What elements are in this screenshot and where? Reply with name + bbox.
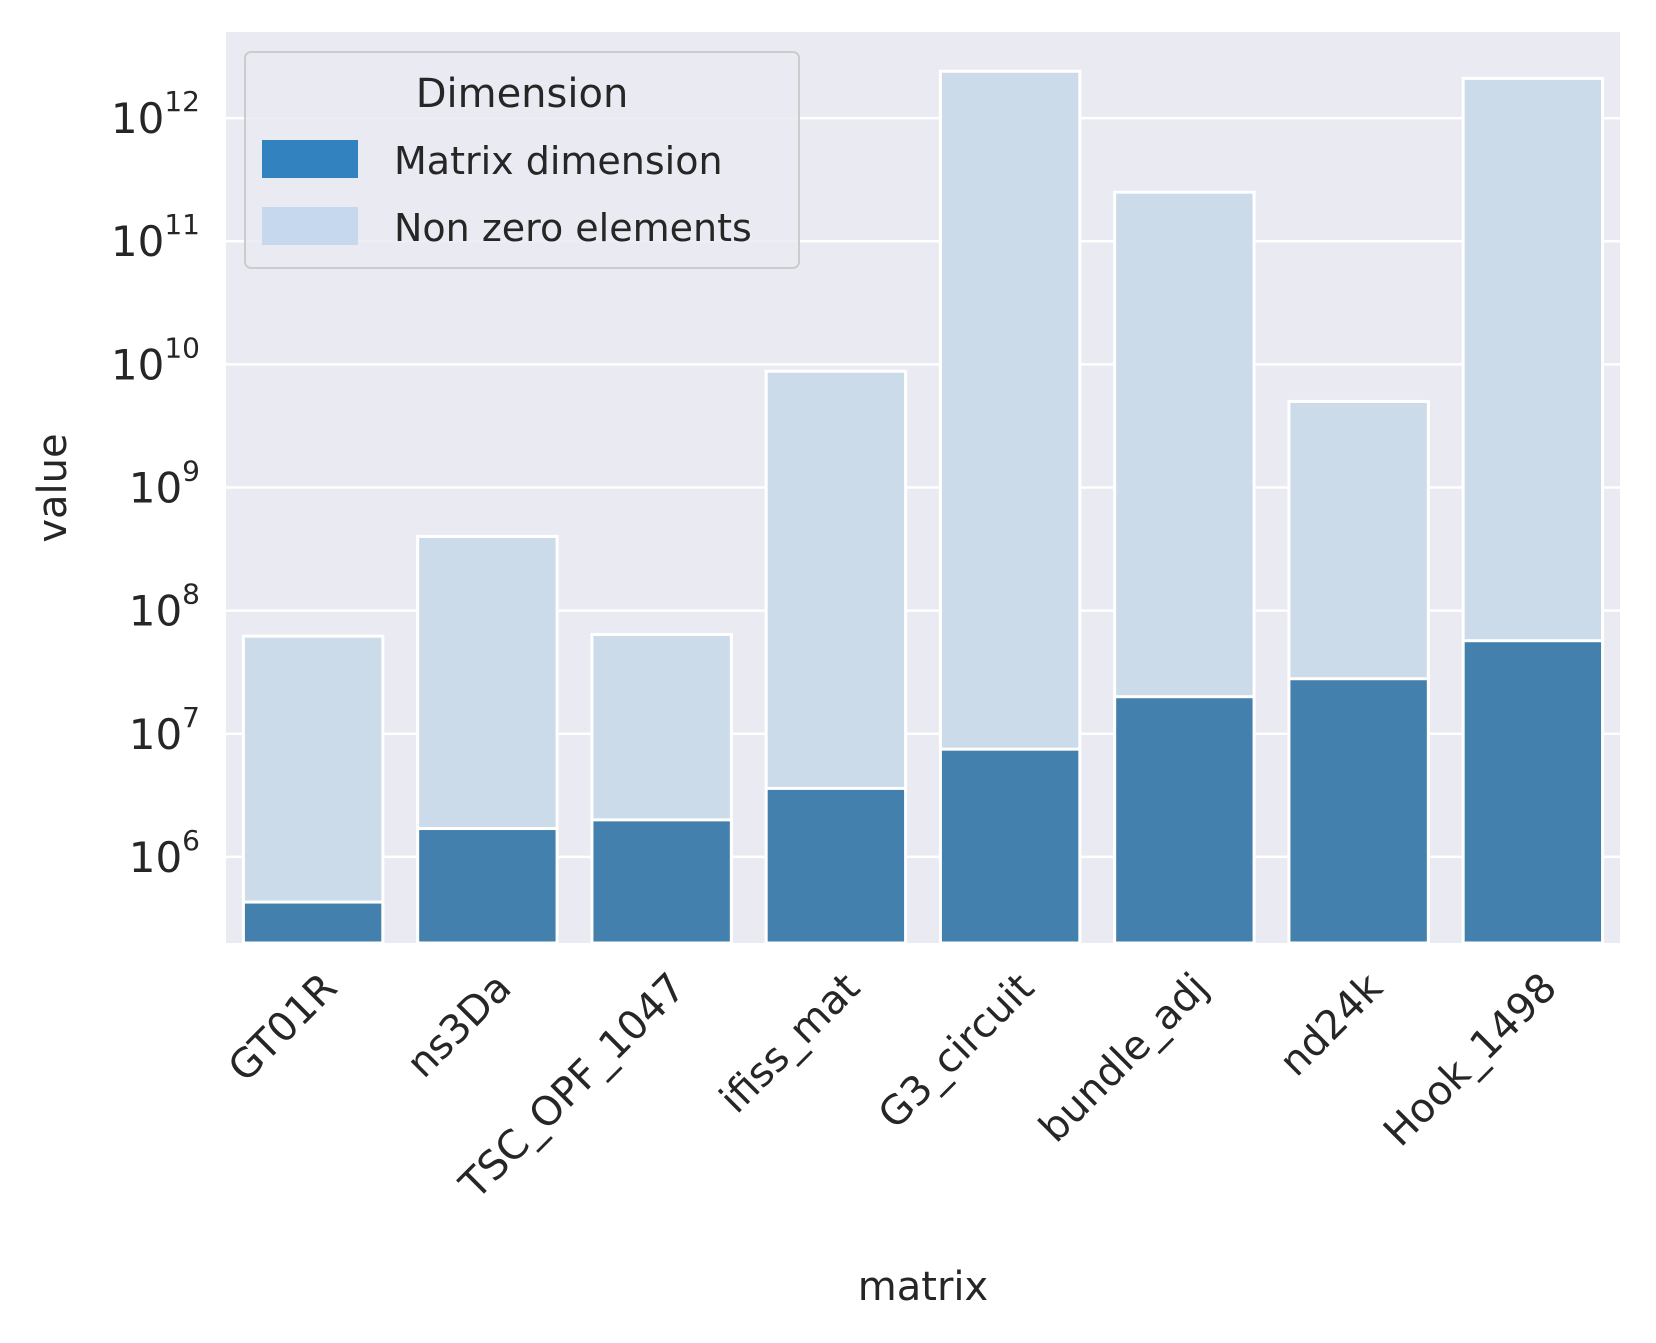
y-tick-exponent: 9	[182, 455, 200, 488]
y-tick-exponent: 12	[164, 85, 200, 118]
legend-label-matrix-dimension: Matrix dimension	[394, 139, 723, 183]
x-tick-label: nd24k	[1271, 964, 1392, 1085]
y-tick-label: 1011	[111, 208, 200, 266]
legend: Dimension Matrix dimension Non zero elem…	[244, 51, 800, 269]
y-tick-base: 10	[129, 833, 182, 882]
bar-matrix-dimension-ifiss_mat	[764, 786, 908, 945]
y-tick-base: 10	[111, 217, 164, 266]
x-axis-label: matrix	[858, 1264, 988, 1310]
y-tick-exponent: 7	[182, 701, 200, 734]
y-tick-base: 10	[111, 340, 164, 389]
bar-non-zero-elements-gt01r	[241, 634, 385, 945]
x-tick-label: ns3Da	[398, 965, 520, 1087]
y-tick-exponent: 10	[164, 331, 200, 364]
y-tick-label: 106	[129, 824, 200, 882]
x-tick-label: GT01R	[220, 965, 346, 1091]
legend-frame	[244, 51, 800, 269]
bar-matrix-dimension-hook_1498	[1461, 639, 1605, 945]
y-tick-exponent: 6	[182, 824, 200, 857]
bars	[241, 69, 1605, 945]
bar-matrix-dimension-bundle_adj	[1113, 695, 1256, 945]
y-tick-base: 10	[129, 464, 182, 513]
bar-matrix-dimension-gt01r	[241, 900, 385, 945]
y-tick-label: 108	[129, 578, 200, 636]
x-tick-label: ifiss_mat	[711, 965, 869, 1123]
y-tick-base: 10	[129, 710, 182, 759]
x-tick-label: Hook_1498	[1375, 965, 1566, 1156]
y-tick-label: 107	[129, 701, 200, 759]
legend-title: Dimension	[416, 71, 629, 117]
y-tick-exponent: 11	[164, 208, 200, 241]
legend-label-non-zero-elements: Non zero elements	[394, 206, 752, 250]
y-tick-base: 10	[129, 587, 182, 636]
y-tick-exponent: 8	[182, 578, 200, 611]
bar-matrix-dimension-nd24k	[1287, 677, 1430, 945]
bar-matrix-dimension-tsc_opf_1047	[590, 818, 733, 945]
y-tick-label: 1012	[111, 85, 200, 143]
y-tick-label: 1010	[111, 331, 200, 389]
x-tick-label: G3_circuit	[870, 965, 1043, 1138]
x-tick-label: bundle_adj	[1031, 965, 1218, 1152]
y-tick-label: 109	[129, 455, 200, 513]
legend-swatch-matrix-dimension	[262, 140, 358, 178]
legend-swatch-non-zero-elements	[262, 207, 358, 245]
y-tick-base: 10	[111, 94, 164, 143]
bar-matrix-dimension-g3_circuit	[938, 747, 1082, 945]
bar-matrix-dimension-ns3da	[416, 827, 559, 945]
y-axis-label: value	[30, 433, 76, 542]
